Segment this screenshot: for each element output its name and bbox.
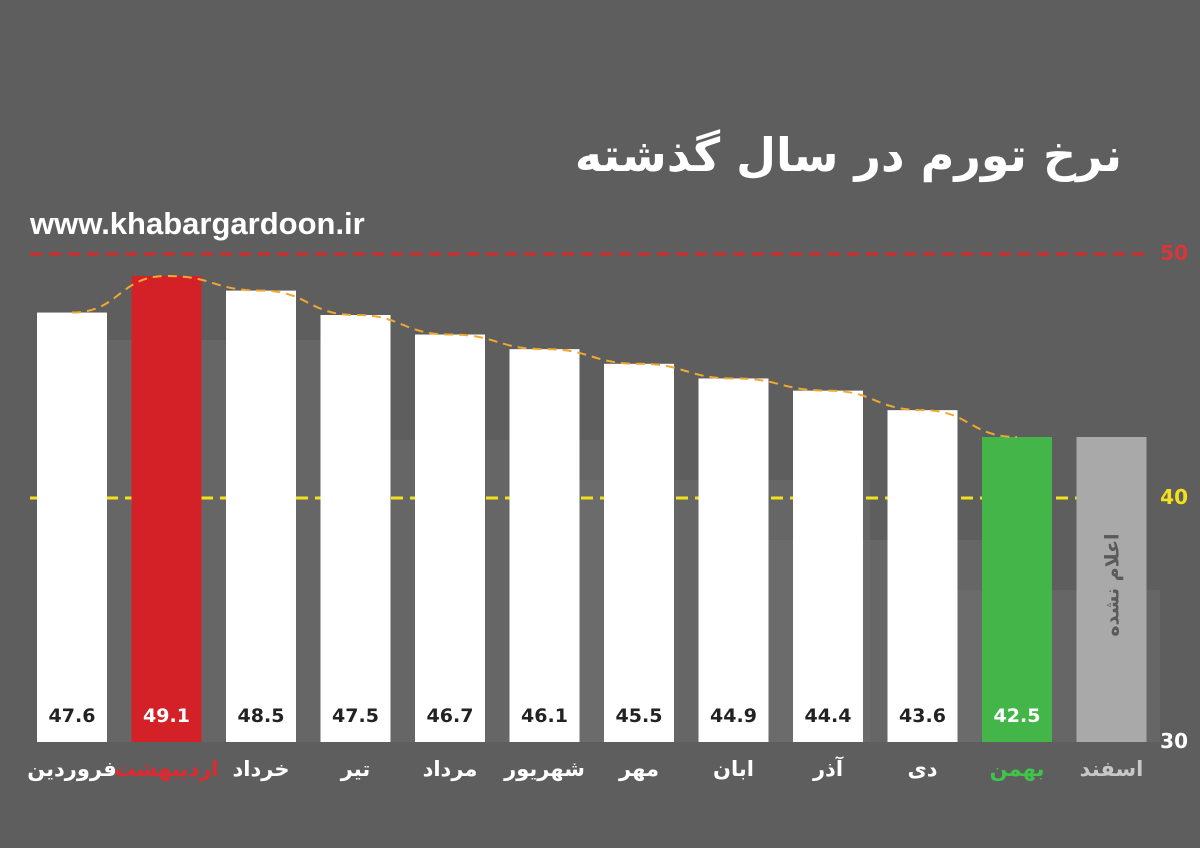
bar-not-announced <box>1076 437 1147 742</box>
x-tick-label: خرداد <box>233 757 290 781</box>
bar <box>415 334 485 742</box>
x-tick-label: اسفند <box>1080 757 1144 781</box>
value-label: 49.1 <box>143 705 190 727</box>
not-announced-label: اعلام نشده <box>1102 533 1124 636</box>
value-label: 46.1 <box>521 705 568 727</box>
x-tick-label: تیر <box>340 757 371 781</box>
value-label: 46.7 <box>427 705 474 727</box>
trend-line <box>71 274 1018 438</box>
value-label: 43.6 <box>899 705 946 727</box>
value-label: 42.5 <box>994 705 1041 727</box>
value-label: 48.5 <box>238 705 285 727</box>
bar <box>604 363 674 742</box>
value-label: 44.9 <box>710 705 757 727</box>
bar <box>793 390 863 742</box>
x-tick-label: دی <box>907 757 937 781</box>
value-label: 44.4 <box>805 705 852 727</box>
chart-title: نرخ تورم در سال گذشته <box>574 128 1122 182</box>
bar <box>698 378 769 742</box>
website-watermark: www.khabargardoon.ir <box>30 206 365 241</box>
y-tick-label: 50 <box>1160 241 1188 265</box>
x-tick-label: مرداد <box>423 757 478 781</box>
bar <box>320 315 391 742</box>
x-tick-label: بهمن <box>990 757 1045 781</box>
bar <box>509 349 580 742</box>
bar <box>887 410 958 742</box>
bar <box>37 312 107 742</box>
x-tick-label: فروردین <box>27 757 117 781</box>
y-tick-label: 40 <box>1160 485 1188 509</box>
bar <box>982 437 1052 742</box>
x-tick-label: شهریور <box>503 757 585 781</box>
x-tick-label: مهر <box>618 757 659 781</box>
x-tick-label: آذر <box>812 756 844 781</box>
y-tick-label: 30 <box>1160 729 1188 753</box>
value-label: 47.6 <box>49 705 96 727</box>
bar <box>226 290 296 742</box>
x-tick-label: اردیبهشت <box>115 757 219 781</box>
x-tick-label: ابان <box>713 757 754 781</box>
value-label: 47.5 <box>332 705 379 727</box>
value-label: 45.5 <box>616 705 663 727</box>
bar <box>131 275 202 742</box>
